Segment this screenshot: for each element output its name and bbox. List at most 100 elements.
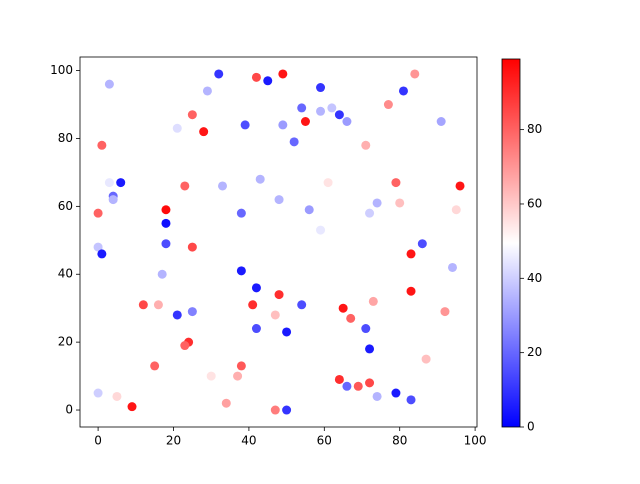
x-tick-label: 80	[392, 434, 407, 448]
point	[406, 286, 416, 296]
y-tick-label: 60	[58, 199, 73, 213]
point	[372, 198, 382, 208]
point	[255, 174, 265, 184]
point	[240, 120, 250, 130]
point	[270, 310, 280, 320]
y-tick-label: 100	[50, 63, 73, 77]
point	[353, 381, 363, 391]
point	[338, 303, 348, 313]
colorbar-tick-label: 80	[527, 122, 542, 136]
point	[342, 116, 352, 126]
point	[278, 120, 288, 130]
point	[150, 361, 160, 371]
point	[316, 106, 326, 116]
point	[304, 205, 314, 215]
point	[187, 307, 197, 317]
point	[104, 178, 114, 188]
point	[233, 371, 243, 381]
point	[251, 72, 261, 82]
point	[172, 123, 182, 133]
point	[421, 354, 431, 364]
point	[334, 110, 344, 120]
x-tick-label: 20	[166, 434, 181, 448]
point	[157, 269, 167, 279]
point	[278, 69, 288, 79]
point	[161, 218, 171, 228]
point	[97, 140, 107, 150]
point	[214, 69, 224, 79]
point	[300, 116, 310, 126]
point	[93, 242, 103, 252]
y-tick-label: 20	[58, 335, 73, 349]
point	[282, 405, 292, 415]
point	[327, 103, 337, 113]
point	[289, 137, 299, 147]
point	[316, 225, 326, 235]
point	[455, 181, 465, 191]
point	[323, 178, 333, 188]
colorbar	[501, 58, 521, 428]
point	[391, 178, 401, 188]
x-tick-label: 100	[464, 434, 487, 448]
point	[93, 208, 103, 218]
point	[372, 391, 382, 401]
point	[236, 208, 246, 218]
point	[251, 283, 261, 293]
point	[127, 402, 137, 412]
point	[112, 391, 122, 401]
point	[248, 300, 258, 310]
x-tick-label: 40	[241, 434, 256, 448]
point	[297, 300, 307, 310]
colorbar-tick-label: 60	[527, 196, 542, 210]
point	[251, 324, 261, 334]
point	[316, 83, 326, 93]
point	[391, 388, 401, 398]
point	[361, 324, 371, 334]
colorbar-tick-label: 20	[527, 345, 542, 359]
point	[410, 69, 420, 79]
plot-frame	[79, 56, 478, 428]
point	[274, 195, 284, 205]
point	[161, 205, 171, 215]
point	[138, 300, 148, 310]
point	[274, 290, 284, 300]
point	[236, 266, 246, 276]
point	[153, 300, 163, 310]
point	[297, 103, 307, 113]
point	[451, 205, 461, 215]
point	[368, 296, 378, 306]
point	[365, 344, 375, 354]
point	[395, 198, 405, 208]
point	[199, 127, 209, 137]
point	[172, 310, 182, 320]
point	[417, 239, 427, 249]
point	[97, 249, 107, 259]
point	[342, 381, 352, 391]
y-tick-label: 80	[58, 131, 73, 145]
point	[398, 86, 408, 96]
point	[365, 378, 375, 388]
point	[436, 116, 446, 126]
point	[263, 76, 273, 86]
x-tick-label: 60	[317, 434, 332, 448]
point	[221, 398, 231, 408]
point	[108, 195, 118, 205]
point	[180, 341, 190, 351]
point	[206, 371, 216, 381]
point	[334, 374, 344, 384]
point	[440, 307, 450, 317]
point	[383, 100, 393, 110]
colorbar-tick-label: 40	[527, 271, 542, 285]
colorbar-tick-label: 0	[527, 420, 535, 434]
point	[282, 327, 292, 337]
point	[187, 110, 197, 120]
point	[270, 405, 280, 415]
point	[406, 249, 416, 259]
point	[187, 242, 197, 252]
point	[93, 388, 103, 398]
point	[104, 79, 114, 89]
point	[236, 361, 246, 371]
point	[116, 178, 126, 188]
y-tick-label: 0	[65, 403, 73, 417]
